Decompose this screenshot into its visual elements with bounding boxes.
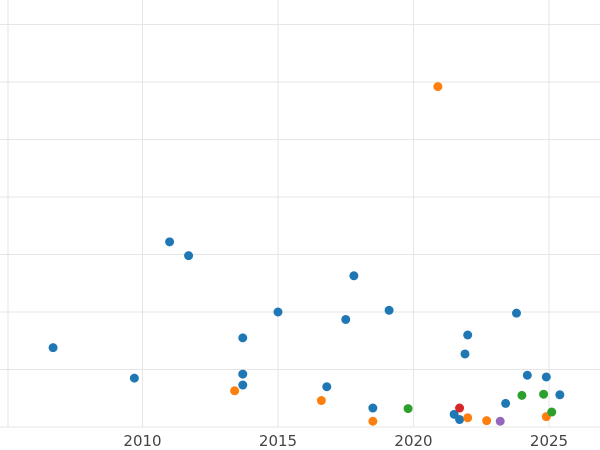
point-s0-7 xyxy=(273,307,283,317)
point-s0-20 xyxy=(541,372,551,382)
point-s0-0 xyxy=(48,343,58,353)
point-s2-2 xyxy=(539,389,549,399)
x-tick-label-2025: 2025 xyxy=(530,432,568,450)
point-s1-2 xyxy=(368,416,378,426)
point-s1-0 xyxy=(230,386,240,396)
point-s0-5 xyxy=(238,369,248,379)
point-s1-5 xyxy=(482,416,492,426)
x-gridlines xyxy=(7,0,550,427)
point-s1-1 xyxy=(316,396,326,406)
point-s1-3 xyxy=(433,82,443,92)
data-points xyxy=(48,82,565,426)
point-s0-21 xyxy=(555,390,565,400)
x-tick-label-2010: 2010 xyxy=(123,432,161,450)
point-s0-16 xyxy=(463,330,473,340)
y-gridlines xyxy=(0,24,600,428)
point-s0-1 xyxy=(129,373,139,383)
x-tick-label-2020: 2020 xyxy=(394,432,432,450)
point-s2-1 xyxy=(517,390,527,400)
point-s3-0 xyxy=(455,403,465,413)
point-s2-3 xyxy=(547,407,557,417)
point-s0-3 xyxy=(184,251,194,261)
x-tick-label-2015: 2015 xyxy=(259,432,297,450)
point-s0-15 xyxy=(460,349,470,359)
point-s0-10 xyxy=(349,271,359,281)
point-s0-14 xyxy=(455,415,465,425)
point-s1-4 xyxy=(463,413,473,423)
point-s0-11 xyxy=(368,403,378,413)
point-s0-9 xyxy=(341,314,351,324)
x-tick-labels: 2010 2015 2020 2025 xyxy=(123,432,568,450)
point-s4-0 xyxy=(495,416,505,426)
point-s0-6 xyxy=(238,380,248,390)
point-s2-0 xyxy=(403,404,413,414)
point-s0-8 xyxy=(322,382,332,392)
point-s0-18 xyxy=(511,308,521,318)
point-s0-4 xyxy=(238,333,248,343)
point-s0-19 xyxy=(522,370,532,380)
point-s0-12 xyxy=(384,305,394,315)
point-s0-2 xyxy=(165,237,175,247)
point-s0-17 xyxy=(501,398,511,408)
